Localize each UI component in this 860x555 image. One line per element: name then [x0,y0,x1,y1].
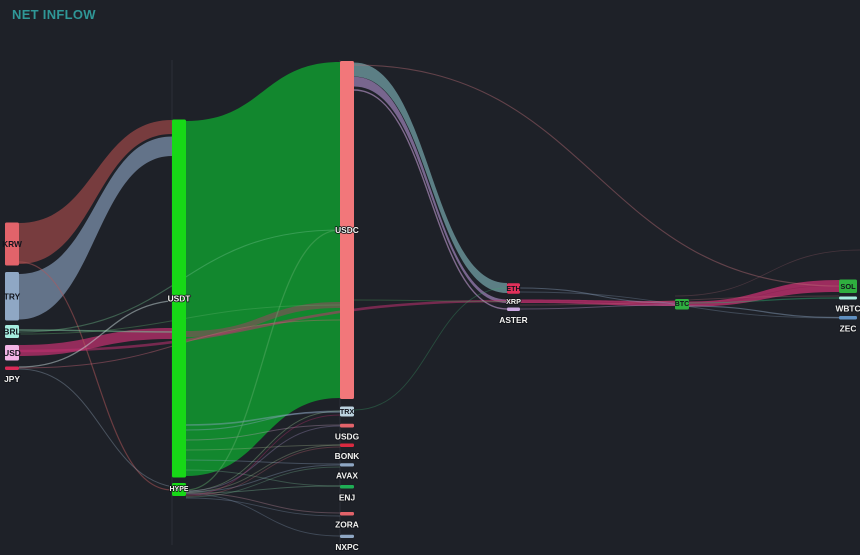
svg-text:USDT: USDT [168,294,192,304]
svg-text:ZORA: ZORA [335,520,359,530]
svg-text:TRY: TRY [4,291,21,301]
svg-text:ASTER: ASTER [499,315,527,325]
svg-text:JPY: JPY [4,374,20,384]
svg-text:TRX: TRX [340,407,355,416]
svg-text:USDC: USDC [335,225,359,235]
svg-text:SOL: SOL [840,282,856,291]
svg-text:AVAX: AVAX [336,471,358,481]
svg-text:USDG: USDG [335,432,359,442]
svg-text:ENJ: ENJ [339,493,356,503]
svg-text:BONK: BONK [335,451,360,461]
svg-text:ZEC: ZEC [840,324,857,334]
svg-text:KRW: KRW [2,239,22,249]
svg-text:BTC: BTC [675,301,689,308]
svg-text:USD: USD [3,348,21,358]
svg-text:BRL: BRL [3,327,20,337]
svg-text:NXPC: NXPC [335,542,358,552]
svg-text:ETH: ETH [506,284,520,293]
svg-text:XRP: XRP [506,297,521,306]
svg-text:HYPE: HYPE [169,486,188,493]
svg-text:WBTC: WBTC [835,304,860,314]
